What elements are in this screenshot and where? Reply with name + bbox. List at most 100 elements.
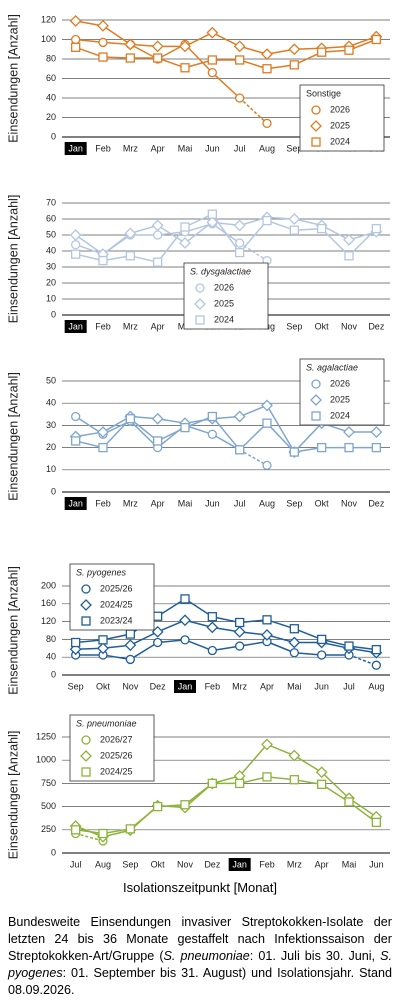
x-tick-label: Jul xyxy=(234,143,246,153)
x-tick-label: Sep xyxy=(286,321,302,331)
marker xyxy=(235,55,245,65)
x-tick-label: Sep xyxy=(286,498,302,508)
marker xyxy=(124,227,137,240)
line-segment xyxy=(293,422,323,453)
x-tick-label: Jul xyxy=(234,498,246,508)
line-segment xyxy=(239,743,268,777)
x-tick-label: Mai xyxy=(287,681,302,691)
marker xyxy=(289,60,299,70)
highlight-box xyxy=(174,680,196,693)
y-tick-label: 80 xyxy=(46,53,56,63)
line-segment xyxy=(102,418,131,449)
marker xyxy=(288,636,301,649)
marker xyxy=(180,800,190,810)
x-tick-label: Jan xyxy=(232,859,247,869)
legend-label: 2025 xyxy=(214,298,234,308)
marker xyxy=(207,411,217,422)
marker xyxy=(153,53,163,63)
legend-title: S. agalactiae xyxy=(306,362,358,372)
legend-marker xyxy=(311,105,321,115)
marker xyxy=(235,247,245,258)
marker xyxy=(207,645,217,656)
legend-marker xyxy=(311,379,321,389)
y-tick-label: 20 xyxy=(46,112,56,122)
line-segment xyxy=(293,754,323,773)
marker xyxy=(98,635,108,645)
marker xyxy=(71,34,81,45)
line-segment xyxy=(157,224,186,244)
y-axis-label: Einsendungen [Anzahl] xyxy=(6,14,20,143)
x-tick-label: Jan xyxy=(68,498,83,508)
y-tick-label: 80 xyxy=(46,634,56,644)
marker xyxy=(98,255,108,266)
marker xyxy=(97,642,109,655)
x-tick-label: Mrz xyxy=(123,143,138,153)
line-segment xyxy=(157,619,186,633)
marker xyxy=(71,249,81,259)
legend-label: 2026 xyxy=(330,378,350,388)
line-segment xyxy=(266,640,295,654)
x-axis-label: Isolationszeitpunkt [Monat] xyxy=(123,880,277,895)
x-tick-label: Mai xyxy=(178,498,193,508)
marker xyxy=(207,429,217,439)
marker xyxy=(125,629,135,639)
line-segment xyxy=(184,639,213,652)
legend-label: 2024 xyxy=(330,136,350,146)
legend-label: 2025 xyxy=(330,394,350,404)
caption-text: S. pneumoniae xyxy=(163,949,250,963)
y-tick-label: 40 xyxy=(46,245,56,255)
caption: Bundesweite Einsendungen invasiver Strep… xyxy=(8,914,392,999)
x-tick-label: Okt xyxy=(96,681,111,691)
marker xyxy=(235,617,245,628)
legend-marker xyxy=(81,767,91,777)
marker xyxy=(97,426,109,438)
x-tick-label: Nov xyxy=(341,321,358,331)
marker xyxy=(233,410,246,423)
marker xyxy=(235,778,245,789)
legend-marker xyxy=(81,584,91,594)
x-tick-label: Feb xyxy=(95,498,111,508)
legend-marker xyxy=(195,283,205,293)
y-tick-label: 30 xyxy=(46,261,56,271)
marker xyxy=(71,42,81,52)
marker xyxy=(262,615,272,625)
marker xyxy=(180,63,190,73)
marker xyxy=(262,418,272,428)
legend-label: 2025/26 xyxy=(100,750,133,760)
line-segment xyxy=(102,25,131,45)
marker xyxy=(370,426,383,438)
x-tick-label: Aug xyxy=(259,143,275,153)
marker xyxy=(179,614,191,627)
marker xyxy=(317,650,327,660)
y-tick-label: 120 xyxy=(41,616,56,626)
marker xyxy=(317,634,327,645)
legend-marker xyxy=(81,735,91,745)
marker xyxy=(125,251,135,261)
marker xyxy=(261,629,273,641)
marker xyxy=(261,399,273,412)
x-tick-label: Aug xyxy=(259,498,275,508)
y-tick-label: 60 xyxy=(46,73,56,83)
x-tick-label: Dez xyxy=(204,859,221,869)
legend-label: 2025 xyxy=(330,120,350,130)
marker xyxy=(371,34,381,45)
x-tick-label: Aug xyxy=(95,859,111,869)
legend-title: Sonstige xyxy=(306,88,341,98)
x-tick-label: Mrz xyxy=(123,498,138,508)
legend-title: S. dysgalactiae xyxy=(190,266,251,276)
marker xyxy=(233,40,246,53)
marker xyxy=(317,779,327,789)
marker xyxy=(151,219,164,232)
marker xyxy=(207,209,217,219)
marker xyxy=(207,55,217,65)
y-tick-label: 40 xyxy=(46,398,56,408)
line-segment xyxy=(266,743,295,757)
marker xyxy=(151,40,164,53)
marker xyxy=(371,817,381,828)
marker xyxy=(371,660,381,670)
legend-marker xyxy=(81,616,91,626)
legend-label: 2023/24 xyxy=(100,615,133,625)
y-tick-label: 60 xyxy=(46,213,56,223)
line-segment xyxy=(211,213,241,254)
marker xyxy=(315,766,328,779)
